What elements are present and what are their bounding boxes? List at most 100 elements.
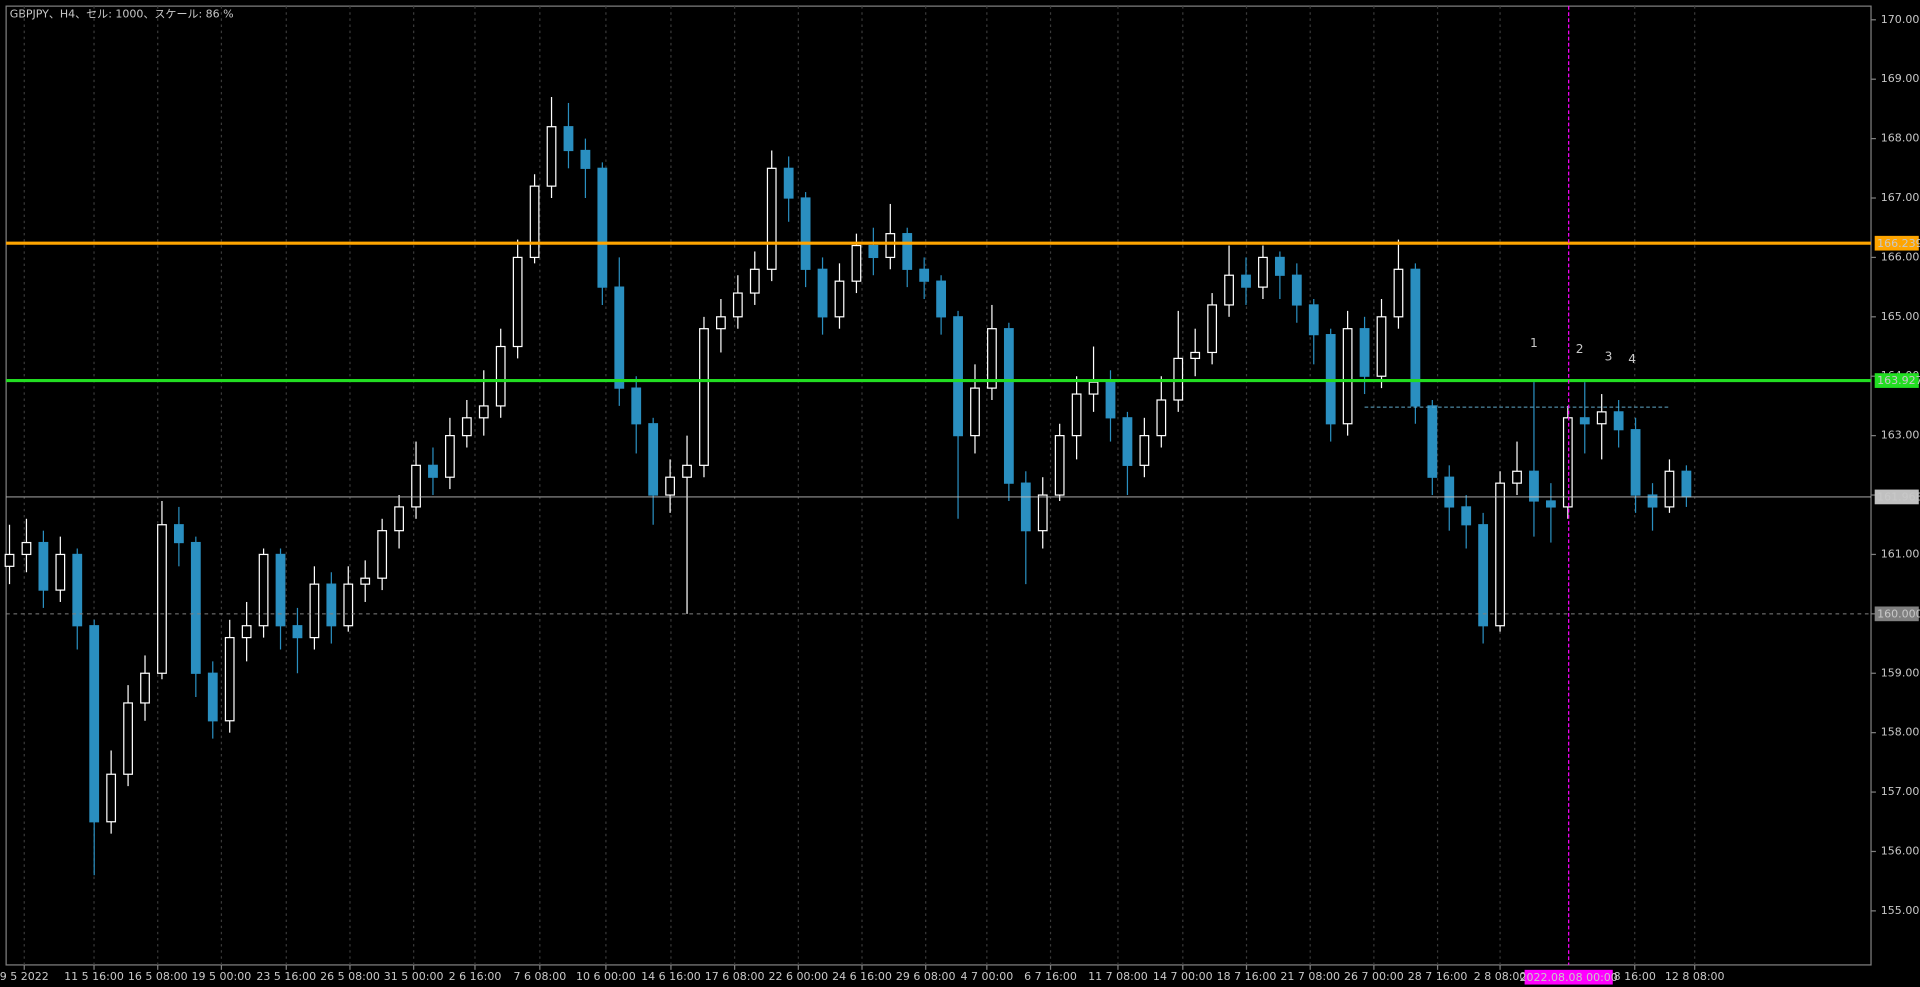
candle-body [38, 541, 49, 591]
candle-body [1105, 381, 1116, 419]
candle-body [1020, 482, 1031, 532]
y-tick-label: 165.000 [1881, 310, 1920, 323]
candle-body [1258, 256, 1268, 288]
candle-body [394, 506, 404, 532]
y-tick-label: 155.000 [1881, 904, 1920, 917]
x-tick-label: 4 7 00:00 [960, 970, 1013, 983]
candle-body [173, 524, 184, 544]
candle-body [1681, 470, 1692, 498]
candle-body [512, 256, 523, 348]
candle-body [1613, 411, 1624, 431]
candle-body [953, 316, 963, 437]
x-tick-label: 24 6 16:00 [832, 970, 892, 983]
x-tick-label: 11 5 16:00 [64, 970, 124, 983]
candle-body [428, 464, 438, 478]
candle-body [377, 530, 388, 579]
candle-body [309, 583, 320, 639]
candle-body [1393, 268, 1404, 318]
candle-body [851, 244, 862, 282]
annotation: 1 [1530, 336, 1538, 350]
x-tick-label: 31 5 00:00 [384, 970, 444, 983]
candle-body [1579, 417, 1590, 425]
y-tick-label: 168.000 [1881, 132, 1920, 145]
x-tick-label: 9 5 2022 [0, 970, 49, 983]
candle-body [614, 286, 625, 389]
y-tick-label: 157.000 [1881, 785, 1920, 798]
candle-body [987, 328, 997, 389]
x-tick-label: 2 8 08:00 [1474, 970, 1527, 983]
candle-body [1156, 399, 1167, 437]
candle-body [360, 577, 371, 585]
candle-body [783, 167, 794, 199]
candle-body [157, 524, 167, 674]
candle-body [919, 268, 930, 282]
candle-body [1630, 429, 1641, 496]
x-tick-label: 14 7 00:00 [1153, 970, 1213, 983]
price-label: 160.000 [1877, 607, 1920, 620]
plot-frame [5, 5, 1872, 966]
price-label: 163.927 [1877, 374, 1920, 387]
candle-body [682, 464, 692, 478]
candle-body [72, 553, 83, 627]
annotation: 4 [1628, 352, 1636, 366]
candle-body [411, 464, 421, 508]
y-tick-label: 167.000 [1881, 191, 1920, 204]
annotation: 2 [1576, 342, 1584, 356]
price-label: 166.239 [1877, 237, 1920, 250]
marker-label: 2022.08.08 00:00 [1520, 971, 1618, 984]
candle-body [1207, 304, 1218, 354]
candle-body [563, 126, 574, 152]
x-tick-label: 19 5 00:00 [192, 970, 252, 983]
candle-body [343, 583, 354, 627]
y-tick-label: 166.000 [1881, 250, 1920, 263]
x-tick-label: 14 6 16:00 [641, 970, 701, 983]
candle-body [1003, 328, 1014, 484]
x-tick-label: 23 5 16:00 [256, 970, 316, 983]
candle-body [834, 280, 845, 318]
candle-body [732, 292, 743, 318]
candle-body [4, 553, 15, 567]
x-tick-label: 10 6 00:00 [576, 970, 636, 983]
candle-body [207, 672, 218, 722]
candle-body [1037, 494, 1048, 532]
price-label-bg [1874, 606, 1919, 622]
candle-body [885, 233, 896, 259]
price-label: 161.968 [1877, 491, 1920, 504]
candle-body [21, 541, 32, 556]
candle-body [461, 417, 472, 437]
candle-body [1495, 482, 1505, 627]
candle-body [529, 185, 540, 259]
candle-body [1139, 435, 1150, 466]
candle-body [699, 328, 709, 466]
candle-body [1359, 328, 1370, 377]
candle-body [1291, 274, 1302, 306]
x-tick-label: 17 6 08:00 [705, 970, 765, 983]
candle-body [902, 233, 913, 270]
candle-body [936, 280, 947, 318]
candle-body [1071, 393, 1082, 437]
candle-body [1342, 328, 1353, 425]
y-tick-label: 159.000 [1881, 666, 1920, 679]
candle-body [766, 167, 777, 270]
candle-body [1664, 470, 1675, 508]
candle-body [970, 387, 980, 437]
candle-body [1122, 417, 1133, 466]
price-label-bg [1874, 373, 1919, 388]
x-tick-label: 26 7 00:00 [1344, 970, 1404, 983]
y-tick-label: 158.000 [1881, 726, 1920, 739]
candle-body [749, 268, 760, 294]
x-tick-label: 6 7 16:00 [1024, 970, 1077, 983]
price-label-bg [1874, 489, 1919, 505]
candle-body [224, 636, 235, 722]
candle-body [868, 244, 879, 259]
x-tick-label: 22 6 00:00 [768, 970, 828, 983]
candle-body [1444, 476, 1455, 508]
candle-body [1512, 470, 1522, 484]
x-tick-label: 7 6 08:00 [513, 970, 566, 983]
price-label-bg [1874, 235, 1919, 251]
x-tick-label: 28 7 16:00 [1408, 970, 1468, 983]
candle-body [123, 702, 133, 775]
candle-body [648, 423, 659, 496]
candle-body [1478, 524, 1489, 627]
